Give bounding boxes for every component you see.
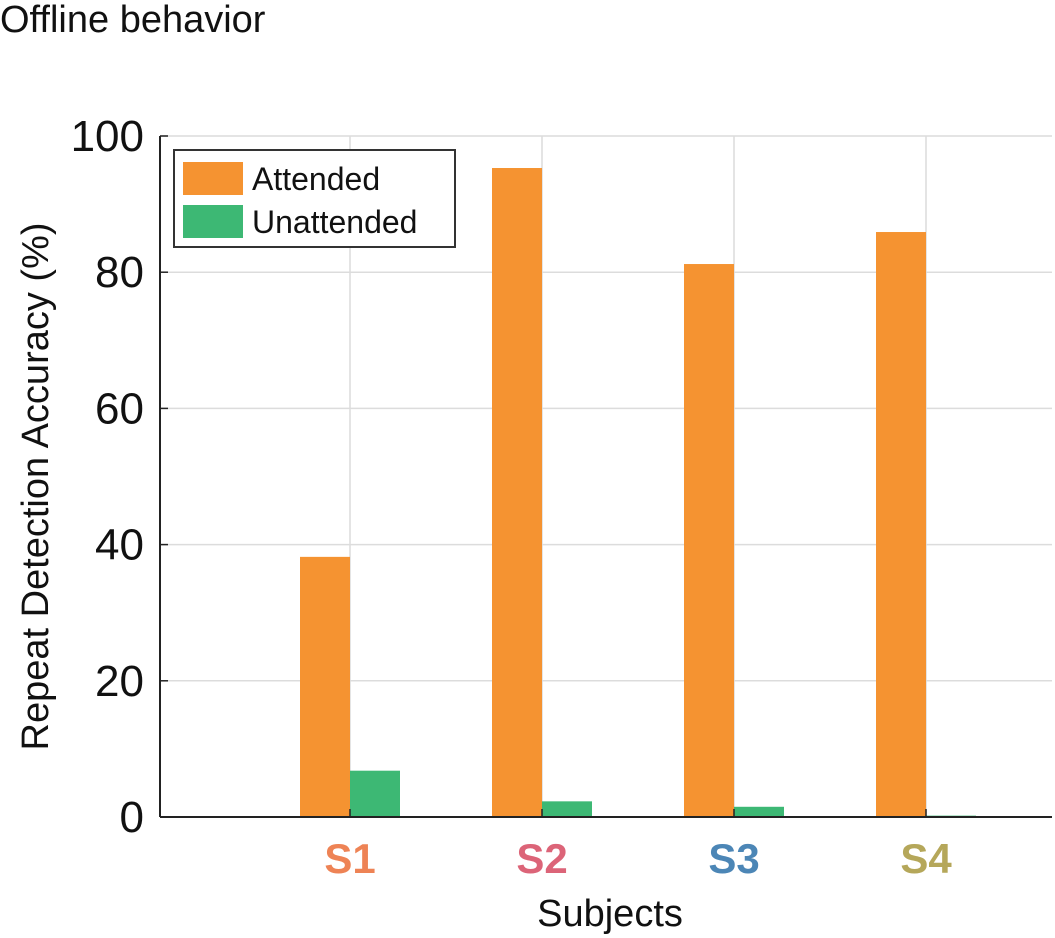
legend-label-unattended: Unattended bbox=[252, 204, 417, 240]
x-axis-label: Subjects bbox=[537, 893, 683, 935]
y-tick-label: 0 bbox=[120, 793, 144, 842]
bar-attended-s3 bbox=[684, 264, 734, 817]
bar-attended-s4 bbox=[876, 232, 926, 817]
chart-title: Offline behavior bbox=[0, 0, 266, 41]
y-tick-label: 80 bbox=[95, 248, 144, 297]
x-tick-label-s1: S1 bbox=[324, 835, 375, 882]
y-tick-label: 20 bbox=[95, 657, 144, 706]
legend: Attended Unattended bbox=[173, 149, 456, 248]
y-tick-labels: 0 20 40 60 80 100 bbox=[71, 112, 144, 842]
legend-label-attended: Attended bbox=[252, 161, 380, 197]
legend-swatch-unattended bbox=[183, 205, 243, 238]
bar-attended-s1 bbox=[300, 556, 350, 817]
bar-unattended-s3 bbox=[734, 806, 784, 817]
bar-unattended-s2 bbox=[542, 801, 592, 817]
x-tick-label-s4: S4 bbox=[900, 835, 952, 882]
axes bbox=[159, 135, 1052, 818]
x-tick-label-s2: S2 bbox=[516, 835, 567, 882]
x-tick-label-s3: S3 bbox=[708, 835, 759, 882]
bar-unattended-s1 bbox=[350, 770, 400, 817]
legend-swatch-attended bbox=[183, 162, 243, 195]
bars bbox=[300, 168, 976, 817]
y-axis-label: Repeat Detection Accuracy (%) bbox=[15, 222, 57, 750]
y-tick-label: 40 bbox=[95, 521, 144, 570]
y-tick-label: 60 bbox=[95, 384, 144, 433]
y-tick-label: 100 bbox=[71, 112, 144, 161]
bar-attended-s2 bbox=[492, 168, 542, 817]
x-tick-labels: S1 S2 S3 S4 bbox=[324, 835, 952, 882]
